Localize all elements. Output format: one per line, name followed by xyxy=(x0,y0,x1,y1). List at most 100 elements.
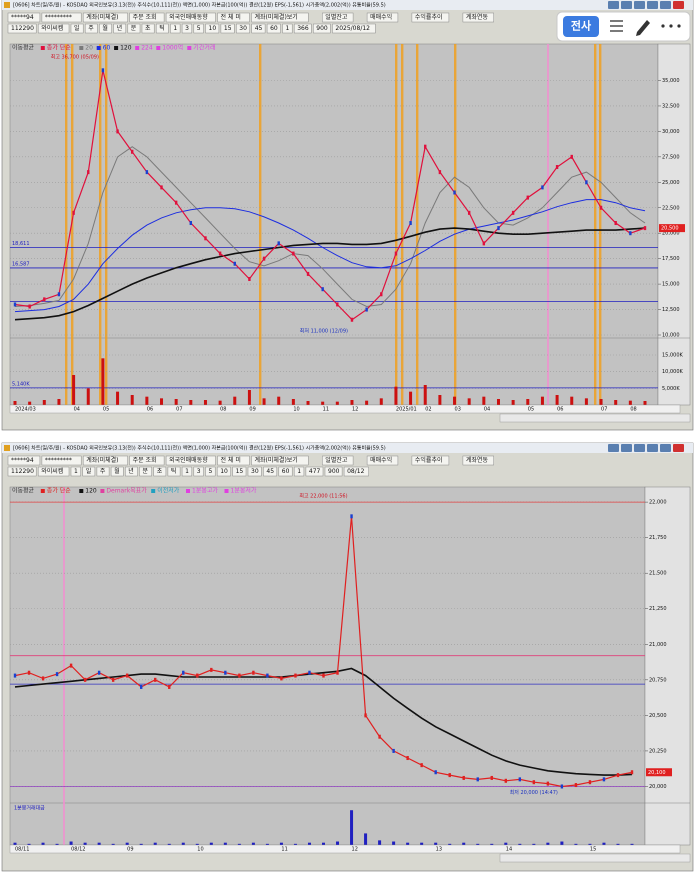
toolbar-label[interactable]: 30 xyxy=(239,25,247,32)
toolbar-label[interactable]: ********* xyxy=(45,457,72,464)
toolbar-button[interactable] xyxy=(462,455,494,466)
toolbar-button[interactable] xyxy=(37,23,70,34)
window-button[interactable] xyxy=(660,444,671,452)
toolbar-label[interactable]: 5 xyxy=(197,25,201,32)
toolbar-label[interactable]: 일 xyxy=(74,24,80,32)
toolbar-label[interactable]: 분 xyxy=(143,468,149,475)
toolbar-button[interactable] xyxy=(251,23,266,34)
toolbar-button[interactable] xyxy=(205,466,216,477)
toolbar-button[interactable] xyxy=(293,23,312,34)
toolbar-label[interactable]: 112290 xyxy=(11,468,34,475)
toolbar-label[interactable]: 전 체 미 xyxy=(221,456,241,464)
toolbar-label[interactable]: 월 xyxy=(114,467,120,475)
more-icon[interactable] xyxy=(669,24,673,28)
toolbar-label[interactable]: 계좌(미체결) xyxy=(86,456,118,464)
toolbar-button[interactable] xyxy=(232,466,247,477)
window-button[interactable] xyxy=(621,1,632,9)
toolbar-button[interactable] xyxy=(293,466,305,477)
toolbar-button[interactable] xyxy=(82,12,128,23)
toolbar-label[interactable]: 60 xyxy=(282,468,290,475)
window-button[interactable] xyxy=(673,1,684,9)
toolbar-button[interactable] xyxy=(322,455,354,466)
toolbar-button[interactable] xyxy=(263,466,278,477)
toolbar-label[interactable]: 366 xyxy=(297,25,309,32)
toolbar-label[interactable]: *****94 xyxy=(11,457,34,464)
toolbar-label[interactable]: 10 xyxy=(220,468,228,475)
toolbar-button[interactable] xyxy=(7,23,37,34)
toolbar-button[interactable] xyxy=(141,23,155,34)
toolbar-button[interactable] xyxy=(282,23,293,34)
toolbar-label[interactable]: 112290 xyxy=(11,25,34,32)
toolbar-label[interactable]: 주 xyxy=(88,25,94,32)
window-button[interactable] xyxy=(608,444,619,452)
toolbar-label[interactable]: 계좌(미체결)보기 xyxy=(255,456,298,464)
toolbar-button[interactable] xyxy=(82,455,128,466)
toolbar-label[interactable]: 10 xyxy=(209,25,217,32)
toolbar-button[interactable] xyxy=(181,466,193,477)
window-button[interactable] xyxy=(647,444,658,452)
toolbar-label[interactable]: 1 xyxy=(74,468,78,475)
toolbar-button[interactable] xyxy=(41,12,82,23)
toolbar-label[interactable]: 계좌(미체결) xyxy=(86,13,118,21)
toolbar-button[interactable] xyxy=(96,466,110,477)
more-icon[interactable] xyxy=(677,24,681,28)
toolbar-button[interactable] xyxy=(236,23,250,34)
overlay-button-label[interactable]: 전사 xyxy=(571,19,592,33)
window-button[interactable] xyxy=(673,444,684,452)
toolbar-button[interactable] xyxy=(41,455,82,466)
toolbar-label[interactable]: 45 xyxy=(255,25,263,32)
toolbar-label[interactable]: 1 xyxy=(297,468,301,475)
toolbar-button[interactable] xyxy=(217,455,250,466)
toolbar-label[interactable]: 일 xyxy=(86,467,92,475)
window-button[interactable] xyxy=(660,1,671,9)
toolbar-label[interactable]: 주문 조회 xyxy=(133,13,157,21)
toolbar-button[interactable] xyxy=(193,23,204,34)
toolbar-button[interactable] xyxy=(266,23,281,34)
toolbar-label[interactable]: 60 xyxy=(270,25,278,32)
toolbar-button[interactable] xyxy=(411,12,450,23)
toolbar-label[interactable]: 주 xyxy=(100,468,106,475)
toolbar-label[interactable]: 2025/08/12 xyxy=(335,25,370,32)
toolbar-button[interactable] xyxy=(313,23,331,34)
toolbar-button[interactable] xyxy=(366,455,399,466)
toolbar-button[interactable] xyxy=(129,455,165,466)
window-button[interactable] xyxy=(634,444,645,452)
toolbar-label[interactable]: 계좌(미체결)보기 xyxy=(255,13,298,21)
toolbar-button[interactable] xyxy=(462,12,494,23)
toolbar-label[interactable]: 1 xyxy=(185,468,189,475)
toolbar-button[interactable] xyxy=(193,466,204,477)
toolbar-label[interactable]: 30 xyxy=(251,468,259,475)
toolbar-label[interactable]: 와이씨켐 xyxy=(41,467,63,475)
pen-icon[interactable] xyxy=(636,20,650,36)
window-button[interactable] xyxy=(647,1,658,9)
toolbar-label[interactable]: 외국인매매동향 xyxy=(169,456,208,464)
toolbar-label[interactable]: 3 xyxy=(185,25,189,32)
toolbar-button[interactable] xyxy=(127,23,141,34)
toolbar-label[interactable]: ********* xyxy=(45,14,72,21)
overlay-button[interactable] xyxy=(563,16,599,37)
toolbar-button[interactable] xyxy=(7,455,41,466)
toolbar-button[interactable] xyxy=(7,466,37,477)
toolbar-button[interactable] xyxy=(84,23,98,34)
toolbar-label[interactable]: 1 xyxy=(173,25,177,32)
toolbar-button[interactable] xyxy=(216,466,231,477)
toolbar-button[interactable] xyxy=(251,455,309,466)
scrollbar[interactable] xyxy=(499,413,691,423)
toolbar-label[interactable]: 틱 xyxy=(171,468,177,475)
scrollbar[interactable] xyxy=(499,853,691,863)
toolbar-button[interactable] xyxy=(167,466,181,477)
toolbar-label[interactable]: 월 xyxy=(102,24,108,32)
toolbar-button[interactable] xyxy=(322,12,354,23)
toolbar-button[interactable] xyxy=(343,466,369,477)
toolbar-button[interactable] xyxy=(82,466,96,477)
toolbar-label[interactable]: 초 xyxy=(145,25,151,32)
toolbar-label[interactable]: 3 xyxy=(197,468,201,475)
toolbar-button[interactable] xyxy=(411,455,450,466)
toolbar-label[interactable]: 수익률추이 xyxy=(415,456,443,464)
toolbar-button[interactable] xyxy=(305,466,324,477)
toolbar-label[interactable]: 일별잔고 xyxy=(325,13,348,21)
window-button[interactable] xyxy=(608,1,619,9)
toolbar-label[interactable]: 5 xyxy=(209,468,213,475)
toolbar-button[interactable] xyxy=(155,23,169,34)
toolbar-label[interactable]: 15 xyxy=(236,468,244,475)
